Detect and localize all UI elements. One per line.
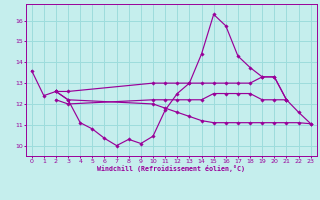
X-axis label: Windchill (Refroidissement éolien,°C): Windchill (Refroidissement éolien,°C) bbox=[97, 165, 245, 172]
